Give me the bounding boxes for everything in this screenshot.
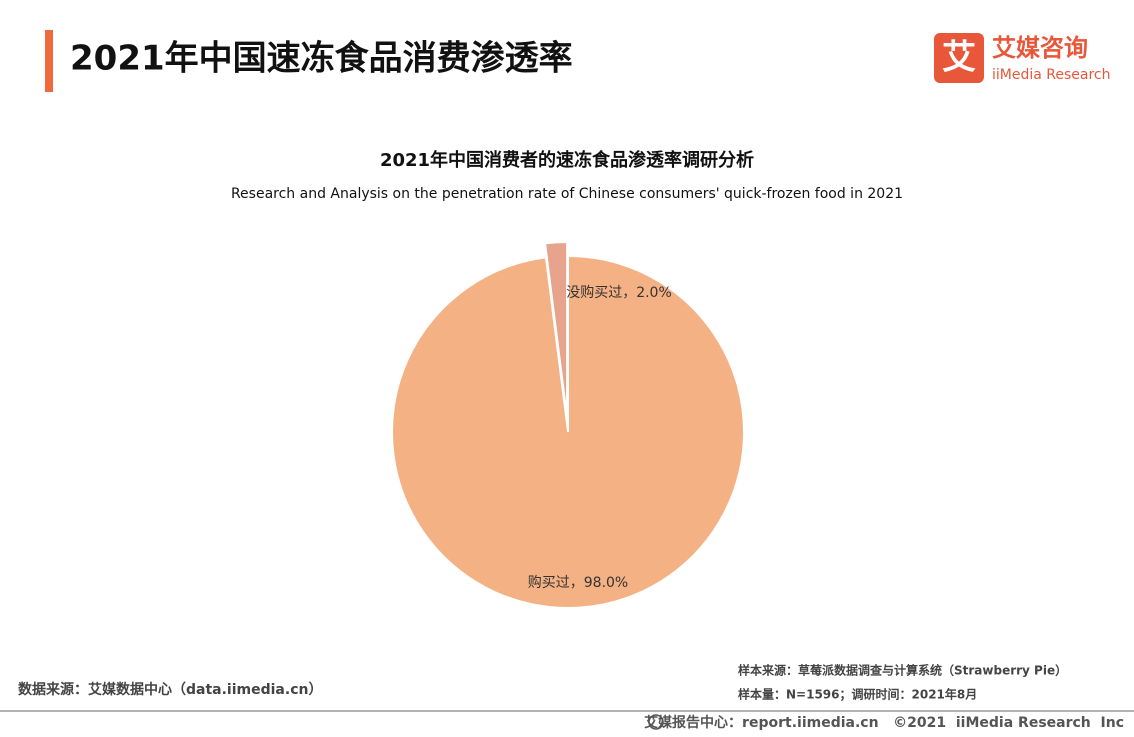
data-source: 数据来源：艾媒数据中心（data.iimedia.cn） xyxy=(18,681,322,698)
sample-source: 样本来源：草莓派数据调查与计算系统（Strawberry Pie） xyxy=(738,663,1067,678)
logo-icon-text: 艾 xyxy=(942,38,976,78)
slide-title: 2021年中国速冻食品消费渗透率 xyxy=(70,39,573,79)
logo-en: iiMedia Research xyxy=(992,67,1111,83)
chart-title: 2021年中国消费者的速冻食品渗透率调研分析 xyxy=(380,149,754,171)
pie: 没购买过，2.0% 购买过，98.0% xyxy=(391,241,745,609)
chart-subtitle: Research and Analysis on the penetration… xyxy=(231,186,903,202)
data-label: 购买过，98.0% xyxy=(528,575,628,591)
sample-size: 样本量：N=1596；调研时间：2021年8月 xyxy=(738,687,977,702)
logo-cn: 艾媒咨询 xyxy=(992,34,1088,62)
pie-slice xyxy=(391,254,745,609)
copyright: 艾媒报告中心：report.iimedia.cn ©2021 iiMedia R… xyxy=(644,714,1124,731)
logo-icon xyxy=(934,33,984,83)
data-label: 没购买过，2.0% xyxy=(566,285,672,301)
title-accent xyxy=(45,30,53,92)
globe-icon xyxy=(648,714,664,730)
